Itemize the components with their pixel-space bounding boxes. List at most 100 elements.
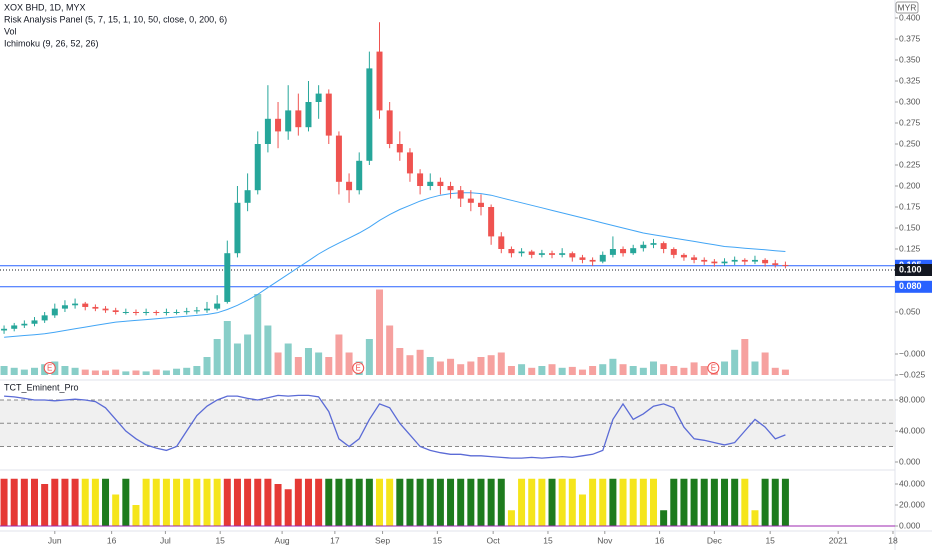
trend-bar <box>670 478 678 526</box>
earnings-label: E <box>356 364 361 373</box>
trend-bar <box>183 478 191 526</box>
candle-body <box>731 259 738 262</box>
volume-bar <box>761 352 769 375</box>
candle-body <box>325 93 332 136</box>
trend-bar <box>436 478 444 526</box>
candle-body <box>11 325 18 329</box>
candle-body <box>559 253 566 255</box>
trend-bar <box>538 478 546 526</box>
volume-bar <box>477 357 485 375</box>
volume-bar <box>254 294 262 375</box>
candle-body <box>31 320 38 324</box>
trend-bar <box>132 505 140 526</box>
volume-bar <box>223 321 231 375</box>
volume-bar <box>426 357 434 375</box>
trend-bar <box>41 484 49 526</box>
volume-bar <box>31 367 39 375</box>
y-tick-label: −0.025 <box>899 369 926 379</box>
volume-bar <box>162 370 170 375</box>
earnings-label: E <box>47 364 52 373</box>
y-tick-label: 20.000 <box>899 499 925 509</box>
candle-body <box>589 259 596 262</box>
candle-body <box>376 51 383 111</box>
candle-body <box>508 249 515 254</box>
trend-bar <box>335 478 343 526</box>
trend-bar <box>558 478 566 526</box>
candle-body <box>518 251 525 254</box>
trend-bar <box>589 478 597 526</box>
candle-body <box>741 259 748 262</box>
x-tick-label: 18 <box>888 535 898 545</box>
candle-body <box>772 263 779 265</box>
trend-bar <box>548 478 556 526</box>
volume-bar <box>122 371 130 375</box>
candle-body <box>630 248 637 254</box>
trend-bar <box>629 478 637 526</box>
legend-entry: Ichimoku (9, 26, 52, 26) <box>4 38 99 48</box>
trend-bar <box>528 478 536 526</box>
trend-bar <box>467 478 475 526</box>
volume-bar <box>325 357 333 375</box>
x-tick-label: 16 <box>107 535 117 545</box>
oscillator-line <box>4 394 786 459</box>
y-tick-label: 0.000 <box>899 456 921 466</box>
volume-bar <box>396 348 404 375</box>
candle-body <box>711 261 718 264</box>
trend-bar <box>609 478 617 526</box>
volume-bar <box>102 370 110 375</box>
trend-bar <box>91 478 99 526</box>
volume-bar <box>213 339 221 375</box>
volume-bar <box>193 366 201 375</box>
candle-body <box>285 110 292 132</box>
candle-body <box>782 264 789 266</box>
trend-bar <box>51 478 59 526</box>
volume-bar <box>71 367 79 375</box>
y-tick-label: 0.200 <box>899 180 921 190</box>
volume-bar <box>751 361 759 375</box>
y-tick-label: 0.400 <box>899 12 921 22</box>
candle-body <box>396 144 403 153</box>
volume-bar <box>132 370 140 375</box>
candle-body <box>183 311 190 313</box>
volume-bar <box>538 366 546 375</box>
volume-bar <box>81 369 89 375</box>
volume-bar <box>467 361 475 375</box>
candle-body <box>579 257 586 260</box>
volume-bar <box>304 348 312 375</box>
candle-body <box>356 160 363 191</box>
volume-bar <box>507 366 515 375</box>
candle-body <box>224 253 231 302</box>
indicator-title: TCT_Eminent_Pro <box>4 382 79 392</box>
volume-bar <box>203 357 211 375</box>
candle-body <box>41 315 48 321</box>
volume-bar <box>518 364 526 375</box>
volume-bar <box>274 352 282 375</box>
volume-bar <box>183 367 191 375</box>
trend-bar <box>122 478 130 526</box>
trend-bar <box>426 478 434 526</box>
candle-body <box>244 190 251 203</box>
volume-bar <box>578 369 586 375</box>
earnings-marker <box>43 362 56 374</box>
trend-bar <box>376 478 384 526</box>
trend-bar <box>213 478 221 526</box>
x-tick-label: Jul <box>160 535 171 545</box>
trend-bar <box>274 484 282 526</box>
candle-body <box>620 249 627 254</box>
volume-bar <box>528 367 536 375</box>
trend-bar <box>355 478 363 526</box>
trend-bar <box>507 510 515 526</box>
moving-average <box>4 192 786 338</box>
volume-bar <box>345 352 353 375</box>
trend-bar <box>751 510 759 526</box>
candle-body <box>295 110 302 128</box>
volume-bar <box>376 289 384 375</box>
trend-bar <box>345 478 353 526</box>
candle-body <box>417 173 424 186</box>
volume-bar <box>264 325 272 375</box>
volume-bar <box>315 352 323 375</box>
trend-bar <box>660 510 668 526</box>
volume-bar <box>487 355 495 375</box>
candle-body <box>609 249 616 255</box>
y-tick-label: −0.000 <box>899 348 926 358</box>
